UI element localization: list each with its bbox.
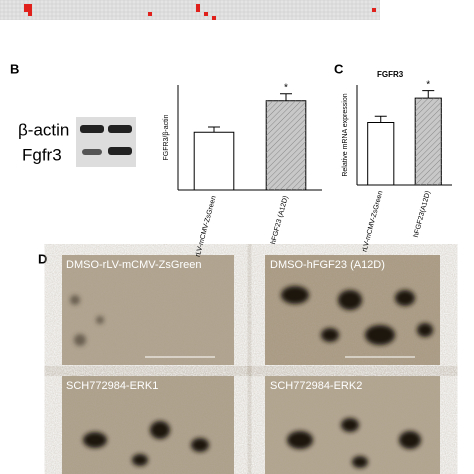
x-tick-label: hFGF23 (A12D) [270, 195, 290, 245]
blot-image [76, 117, 136, 167]
heatmap-fragment [0, 0, 380, 20]
micrograph [265, 376, 440, 474]
micrograph [62, 255, 234, 365]
y-axis-label: Relative mRNA expression [342, 93, 349, 176]
image-label: SCH772984-ERK1 [66, 380, 158, 392]
blot-label: Fgfr3 [22, 145, 62, 164]
micrograph [62, 376, 234, 474]
x-tick-label: rLV-mCMV-ZsGreen [195, 195, 218, 258]
panel-label: D [38, 251, 47, 266]
bar [367, 122, 395, 186]
panel-label: C [334, 61, 344, 76]
image-label: DMSO-hFGF23 (A12D) [270, 259, 385, 271]
image-label: DMSO-rLV-mCMV-ZsGreen [66, 259, 201, 271]
panel-label: B [10, 61, 19, 76]
x-tick-label: rLV-mCMV-ZsGreen [361, 190, 384, 253]
image-label: SCH772984-ERK2 [270, 380, 362, 392]
x-tick-label: hFGF23(A12D) [413, 190, 432, 238]
y-axis-label: FGFR3/β-actin [163, 114, 170, 160]
chart-title: FGFR3 [377, 70, 404, 79]
significance-mark: * [284, 82, 288, 93]
bar-hatch [415, 98, 442, 185]
bar-hatch [266, 100, 306, 190]
bar [193, 131, 235, 191]
micrograph [265, 255, 440, 365]
blot-label: β-actin [18, 120, 69, 139]
significance-mark: * [426, 79, 430, 90]
